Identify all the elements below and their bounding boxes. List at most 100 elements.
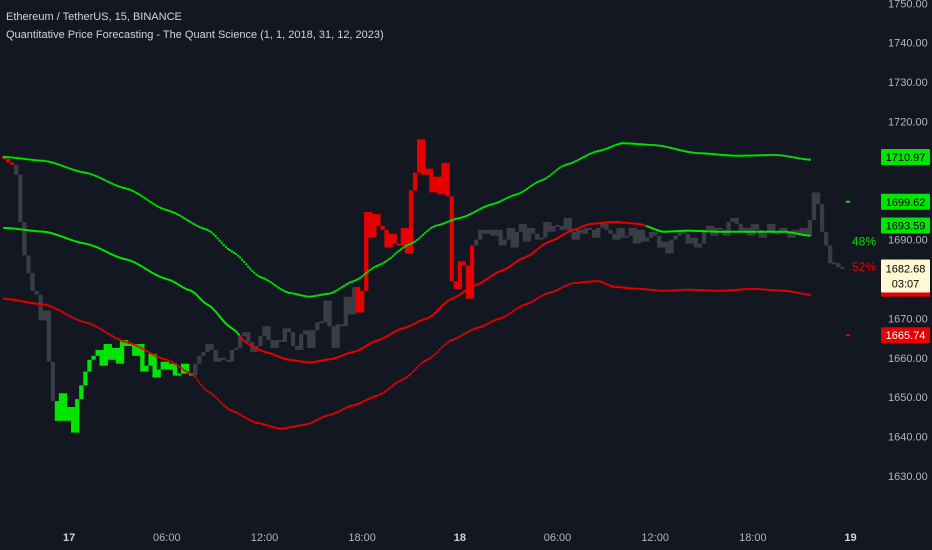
lower-band-dot xyxy=(269,425,272,428)
upper-band-dot xyxy=(275,285,278,288)
upper-band-dot xyxy=(361,275,364,278)
lower-band-dot xyxy=(283,427,286,430)
upper-band-dot xyxy=(751,154,755,157)
upper-band-dot xyxy=(57,163,61,166)
lower-band-dot xyxy=(517,306,521,309)
upper-band-dot xyxy=(464,214,468,218)
upper-band-dot xyxy=(560,165,563,168)
lower-band-dot xyxy=(454,337,457,340)
lower-band-dot xyxy=(116,337,120,341)
upper-band-dot xyxy=(27,158,30,161)
lower-band-dot xyxy=(108,333,111,336)
upper-band-dot xyxy=(599,149,602,152)
lower-band-dot xyxy=(747,287,750,291)
lower-band-dot xyxy=(737,288,740,291)
candle xyxy=(408,190,414,254)
candle xyxy=(807,219,813,236)
upper-band-dot xyxy=(749,154,752,157)
upper-band-dot xyxy=(470,212,474,215)
upper-band-dot xyxy=(318,294,321,297)
candle xyxy=(262,326,267,337)
time-axis[interactable]: 17 06:00 12:00 18:00 18 06:00 12:00 18:00 19 xyxy=(63,532,857,544)
lower-band-dot xyxy=(308,422,311,425)
candle xyxy=(392,233,397,244)
upper-band-dot xyxy=(548,174,551,178)
lower-band-dot xyxy=(765,288,769,291)
lower-band-dot xyxy=(607,283,610,286)
lower-band-dot xyxy=(208,391,211,394)
lower-band-dot xyxy=(763,288,767,291)
upper-band-dot xyxy=(342,284,345,288)
lower-band-dot xyxy=(118,338,122,342)
lower-band-dot xyxy=(649,288,653,292)
lower-band-dot xyxy=(605,282,608,286)
upper-band-dot xyxy=(686,150,689,153)
candle xyxy=(600,223,605,228)
lower-band-dot xyxy=(529,301,533,304)
lower-band-dot xyxy=(161,357,164,360)
lower-band-dot xyxy=(76,318,79,321)
chart-symbol-title[interactable]: Ethereum / TetherUS, 15, BINANCE xyxy=(6,11,182,23)
upper-band-dot xyxy=(678,148,681,152)
lower-band-dot xyxy=(670,289,673,292)
candle xyxy=(323,300,328,323)
upper-band-dot xyxy=(45,160,48,163)
upper-band-dot xyxy=(405,244,409,247)
upper-band-dot xyxy=(497,201,500,204)
upper-band-dot xyxy=(426,229,429,233)
candle xyxy=(502,239,507,246)
lower-band-dot xyxy=(82,320,85,323)
lower-band-dot xyxy=(289,425,293,429)
lower-band-dot xyxy=(515,307,518,310)
upper-band-dot xyxy=(324,292,327,296)
upper-band-dot xyxy=(481,206,484,210)
upper-band-dot xyxy=(155,204,158,207)
upper-band-dot xyxy=(63,165,67,168)
candle xyxy=(290,332,296,346)
candle xyxy=(185,363,190,374)
lower-band-dot xyxy=(531,300,535,303)
candle xyxy=(596,227,601,238)
candle xyxy=(510,227,515,248)
upper-band-dot xyxy=(381,262,384,265)
lower-band-dot xyxy=(90,323,93,326)
upper-band-dot xyxy=(556,168,559,171)
lower-band-dot xyxy=(124,340,128,344)
candle xyxy=(103,344,108,366)
lower-band-dot xyxy=(175,364,179,367)
candle xyxy=(111,347,117,360)
price-axis[interactable]: 1750.001740.001730.001720.001710.001700.… xyxy=(888,0,928,483)
candle xyxy=(730,217,735,222)
upper-band-dot xyxy=(80,170,83,174)
upper-band-dot xyxy=(367,270,370,273)
lower-band-dot xyxy=(625,286,628,290)
indicator-title[interactable]: Quantitative Price Forecasting - The Qua… xyxy=(6,29,384,41)
lower-band-dot xyxy=(647,288,651,291)
lower-band-dot xyxy=(808,293,812,296)
upper-band-dot xyxy=(393,253,396,256)
candle xyxy=(832,262,837,265)
lower-band-dot xyxy=(257,421,260,425)
lower-band-dot xyxy=(106,332,109,335)
upper-band-dot xyxy=(269,281,272,284)
upper-band-dot xyxy=(564,163,567,166)
candle xyxy=(620,227,625,238)
lower-band-dot xyxy=(15,299,18,302)
upper-band-dot xyxy=(804,158,807,161)
upper-band-dot xyxy=(131,189,134,192)
candle xyxy=(701,229,707,244)
candle xyxy=(140,344,145,372)
upper-band-dot xyxy=(432,225,435,229)
lower-band-dot xyxy=(336,410,339,414)
upper-band-dot xyxy=(474,209,478,213)
lower-band-dot xyxy=(599,280,602,283)
lower-band-dot xyxy=(212,394,215,397)
lower-band-dot xyxy=(188,371,191,374)
lower-band-dot xyxy=(218,399,221,403)
upper-band-dot xyxy=(586,153,590,156)
upper-band-dot xyxy=(289,291,293,295)
upper-band-dot xyxy=(295,293,299,296)
lower-band-dot xyxy=(59,310,63,313)
lower-band-dot xyxy=(356,402,360,406)
